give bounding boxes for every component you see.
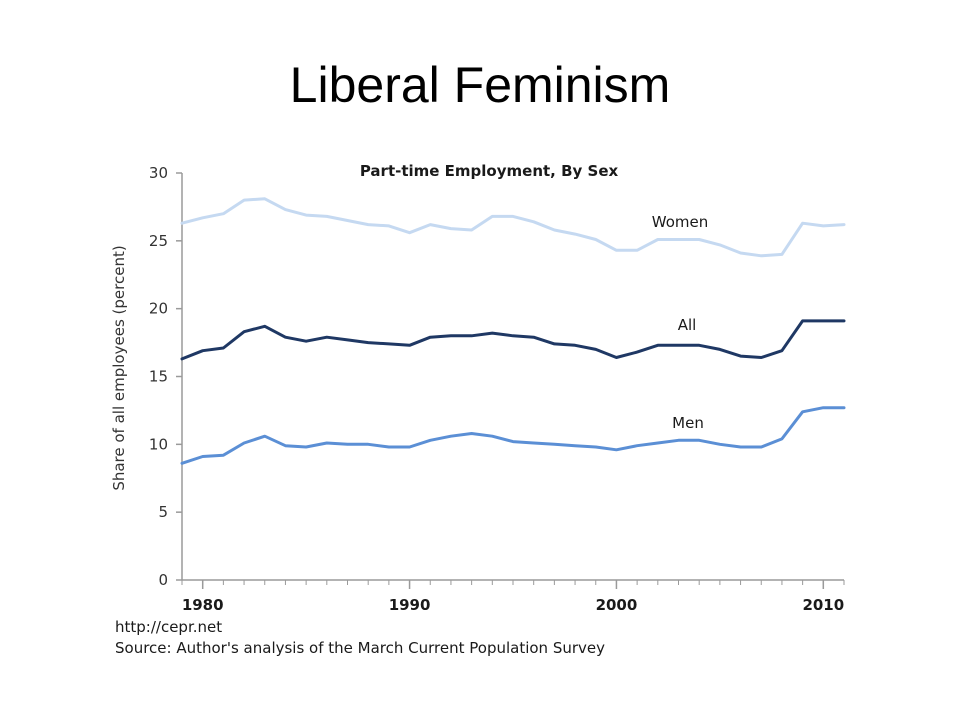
series-labels: Women All Men <box>652 213 708 432</box>
x-tick-label: 1980 <box>182 596 224 614</box>
series-line-women <box>180 197 846 258</box>
x-tick-label: 2010 <box>802 596 844 614</box>
y-tick-label: 10 <box>149 435 168 453</box>
y-tick-label: 20 <box>149 300 168 318</box>
series-label-men: Men <box>672 414 704 432</box>
series-label-women: Women <box>652 213 708 231</box>
source-url: http://cepr.net <box>115 618 223 636</box>
x-axis-ticks: 1980 1990 2000 2010 <box>181 580 845 614</box>
slide-title: Liberal Feminism <box>289 57 671 113</box>
series-line-all <box>180 319 846 361</box>
y-axis-ticks: 0 5 10 15 20 25 30 <box>149 164 182 589</box>
y-tick-label: 25 <box>149 232 168 250</box>
x-tick-label: 2000 <box>596 596 638 614</box>
y-tick-label: 5 <box>158 503 168 521</box>
series-lines <box>180 197 846 465</box>
y-tick-label: 0 <box>158 571 168 589</box>
chart-title: Part-time Employment, By Sex <box>360 162 619 180</box>
y-tick-label: 15 <box>149 368 168 386</box>
x-tick-label: 1990 <box>389 596 431 614</box>
y-tick-label: 30 <box>149 164 168 182</box>
series-line-men <box>180 406 846 465</box>
series-label-all: All <box>678 316 697 334</box>
source-note: Source: Author's analysis of the March C… <box>115 639 606 657</box>
y-axis-label: Share of all employees (percent) <box>110 245 128 490</box>
